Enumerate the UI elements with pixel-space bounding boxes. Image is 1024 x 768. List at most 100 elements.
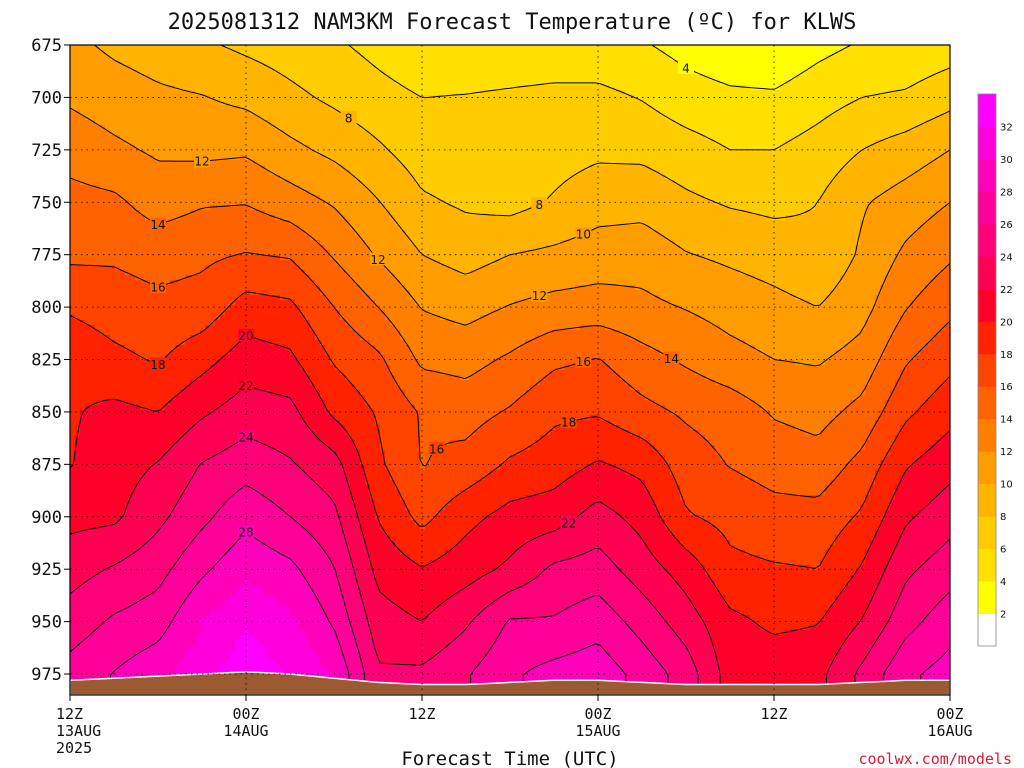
colorbar-label: 30 bbox=[1000, 155, 1013, 166]
chart-title: 2025081312 NAM3KM Forecast Temperature (… bbox=[168, 10, 857, 35]
contour-label-bg bbox=[575, 354, 592, 368]
contour-label: 24 bbox=[238, 430, 253, 444]
colorbar-swatch bbox=[978, 223, 996, 257]
credit-text: coolwx.com/models bbox=[858, 750, 1012, 768]
colorbar-label: 8 bbox=[1000, 512, 1006, 523]
contour-label: 10 bbox=[576, 228, 591, 242]
contour-line-4 bbox=[651, 45, 852, 90]
colorbar-swatch bbox=[978, 386, 996, 420]
x-tick-label: 00Z bbox=[232, 705, 259, 723]
colorbar-label: 26 bbox=[1000, 220, 1013, 231]
contour-label-bg bbox=[238, 524, 254, 538]
contour-label: 20 bbox=[238, 329, 253, 343]
colorbar-label: 14 bbox=[1000, 415, 1013, 426]
y-tick-label: 925 bbox=[31, 560, 62, 580]
colorbar-swatch bbox=[978, 191, 996, 225]
colorbar-label: 16 bbox=[1000, 382, 1013, 393]
colorbar-label: 24 bbox=[1000, 252, 1013, 263]
y-tick-label: 875 bbox=[31, 455, 62, 475]
y-tick-label: 700 bbox=[31, 88, 62, 108]
colorbar-swatch bbox=[978, 256, 996, 290]
colorbar-frame bbox=[977, 93, 997, 647]
y-tick-label: 900 bbox=[31, 508, 62, 528]
y-tick-label: 825 bbox=[31, 351, 62, 371]
colorbar-label: 6 bbox=[1000, 545, 1006, 556]
contour-label: 18 bbox=[561, 416, 576, 430]
y-tick-label: 975 bbox=[31, 665, 62, 685]
contour-label-bg bbox=[678, 60, 694, 74]
x-tick-label: 15AUG bbox=[575, 722, 620, 740]
x-axis-title: Forecast Time (UTC) bbox=[401, 748, 618, 768]
contour-label: 22 bbox=[561, 516, 576, 530]
contour-label-bg bbox=[560, 415, 577, 429]
contour-line-8 bbox=[220, 45, 950, 219]
contour-label: 12 bbox=[194, 155, 209, 169]
colorbar-swatch bbox=[978, 451, 996, 485]
contour-label-bg bbox=[663, 351, 680, 365]
contour-label-bg bbox=[531, 197, 548, 211]
colorbar-swatch bbox=[978, 418, 996, 452]
contour-label: 28 bbox=[238, 525, 253, 539]
contour-label-bg bbox=[238, 429, 254, 443]
y-tick-label: 950 bbox=[31, 613, 62, 633]
contour-line-26 bbox=[70, 485, 950, 695]
y-tick-label: 850 bbox=[31, 403, 62, 423]
colorbar-swatch bbox=[978, 483, 996, 517]
x-tick-label: 12Z bbox=[760, 705, 787, 723]
contour-label-bg bbox=[340, 110, 357, 124]
x-tick-label: 2025 bbox=[56, 739, 92, 757]
colorbar-label: 28 bbox=[1000, 187, 1013, 198]
colorbar-label: 18 bbox=[1000, 350, 1013, 361]
contour-label: 8 bbox=[536, 198, 544, 212]
contour-label: 18 bbox=[150, 358, 165, 372]
contour-label-bg bbox=[560, 515, 577, 529]
contour-label: 16 bbox=[429, 442, 444, 456]
y-tick-label: 725 bbox=[31, 141, 62, 161]
colorbar-swatch bbox=[978, 581, 996, 615]
contour-label-bg bbox=[575, 227, 592, 241]
temperature-contours bbox=[70, 45, 950, 695]
colorbar-swatch bbox=[978, 353, 996, 387]
contour-line-18 bbox=[70, 291, 950, 569]
contour-label: 14 bbox=[150, 218, 165, 232]
y-tick-label: 675 bbox=[31, 36, 62, 56]
temperature-field bbox=[70, 45, 950, 695]
terrain-surface bbox=[70, 671, 950, 695]
colorbar-label: 12 bbox=[1000, 447, 1013, 458]
colorbar-swatch bbox=[978, 548, 996, 582]
contour-label-bg bbox=[238, 328, 254, 342]
contour-label-bg bbox=[150, 357, 166, 371]
contour-label-bg bbox=[150, 217, 166, 231]
contour-label: 12 bbox=[370, 253, 385, 267]
contour-labels: 8 4 12 14 8 10 12 16 12 18 20 22 16 14 24 18 16 22 28 bbox=[150, 60, 694, 539]
y-axis: 675 700 725 750 775 800 825 850 875 900 925 950 975 bbox=[31, 36, 70, 685]
x-tick-label: 00Z bbox=[936, 705, 963, 723]
contour-label: 12 bbox=[532, 289, 547, 303]
colorbar-swatch bbox=[978, 613, 996, 647]
colorbar-swatch bbox=[978, 516, 996, 550]
contour-label-bg bbox=[194, 154, 210, 168]
x-tick-label: 13AUG bbox=[56, 722, 101, 740]
contour-label-bg bbox=[428, 441, 445, 455]
contour-label-bg bbox=[531, 288, 548, 302]
colorbar-swatch bbox=[978, 126, 996, 160]
colorbar-label: 22 bbox=[1000, 285, 1013, 296]
contour-label-bg bbox=[150, 279, 166, 293]
x-tick-label: 00Z bbox=[584, 705, 611, 723]
contour-label: 4 bbox=[682, 61, 690, 75]
x-tick-label: 16AUG bbox=[927, 722, 972, 740]
terrain-ground bbox=[70, 671, 950, 695]
colorbar-label: 10 bbox=[1000, 480, 1013, 491]
contour-label: 16 bbox=[150, 280, 165, 294]
x-tick-label: 12Z bbox=[56, 705, 83, 723]
contour-label-bg bbox=[238, 378, 254, 392]
colorbar-swatch bbox=[978, 94, 996, 127]
plot-frame bbox=[69, 44, 951, 696]
y-tick-label: 775 bbox=[31, 246, 62, 266]
colorbar-label: 4 bbox=[1000, 577, 1006, 588]
contour-line-16 bbox=[70, 252, 950, 498]
colorbar-label: 20 bbox=[1000, 317, 1013, 328]
